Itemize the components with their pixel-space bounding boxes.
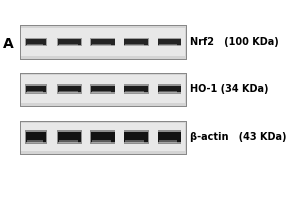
Bar — [159, 91, 177, 93]
Bar — [20, 120, 186, 154]
Bar — [124, 130, 148, 144]
Bar — [26, 130, 47, 144]
Bar — [59, 140, 78, 143]
Bar — [124, 38, 148, 46]
Bar — [20, 72, 186, 106]
Bar — [26, 84, 47, 94]
Bar — [158, 132, 181, 142]
Bar — [158, 39, 181, 45]
Bar — [158, 84, 181, 94]
Bar — [20, 75, 185, 103]
Bar — [90, 130, 115, 144]
Bar — [90, 38, 115, 46]
Bar — [57, 84, 82, 94]
Bar — [159, 140, 177, 143]
Bar — [20, 123, 185, 151]
Bar — [124, 39, 148, 45]
Bar — [27, 44, 44, 46]
Text: Nrf2   (100 KDa): Nrf2 (100 KDa) — [190, 37, 279, 47]
Bar — [58, 86, 81, 92]
Bar — [91, 39, 115, 45]
Bar — [92, 140, 111, 143]
Bar — [90, 84, 115, 94]
Bar — [91, 132, 115, 142]
Bar — [91, 86, 115, 92]
Bar — [26, 39, 46, 45]
Bar — [92, 44, 111, 46]
Bar — [59, 91, 78, 93]
Text: HO-1 (34 KDa): HO-1 (34 KDa) — [190, 84, 269, 94]
Bar — [92, 91, 111, 93]
Bar — [26, 132, 46, 142]
Bar — [20, 28, 185, 56]
Bar — [20, 25, 186, 58]
Bar — [125, 44, 144, 46]
Text: A: A — [3, 37, 14, 51]
Bar — [26, 38, 47, 46]
Bar — [20, 25, 186, 58]
Bar — [20, 72, 186, 106]
Bar — [20, 120, 186, 154]
Bar — [125, 91, 144, 93]
Bar — [125, 140, 144, 143]
Bar — [57, 38, 82, 46]
Bar — [159, 44, 177, 46]
Text: β-actin   (43 KDa): β-actin (43 KDa) — [190, 132, 287, 142]
Bar — [57, 130, 82, 144]
Bar — [158, 86, 181, 92]
Bar — [124, 84, 148, 94]
Bar — [58, 39, 81, 45]
Bar — [124, 132, 148, 142]
Bar — [158, 38, 181, 46]
Bar — [27, 91, 44, 93]
Bar — [26, 86, 46, 92]
Bar — [27, 140, 44, 143]
Bar — [124, 86, 148, 92]
Bar — [58, 132, 81, 142]
Bar — [59, 44, 78, 46]
Bar — [158, 130, 181, 144]
